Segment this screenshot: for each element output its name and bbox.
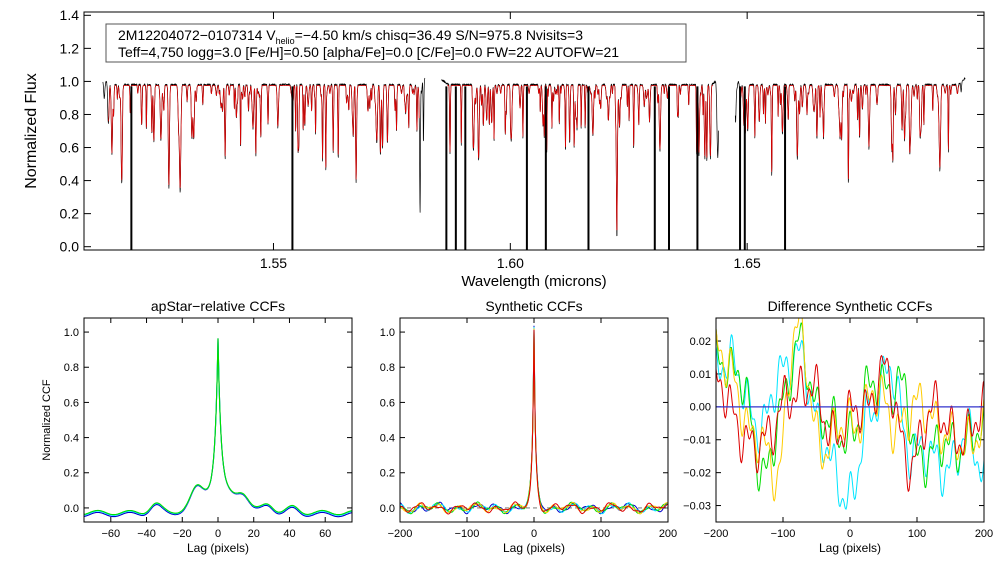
x-tick-label: 100 xyxy=(908,528,926,540)
y-tick-label: 0.0 xyxy=(64,503,79,515)
x-tick-label: 40 xyxy=(283,528,295,540)
panel-title: apStar−relative CCFs xyxy=(151,298,285,314)
y-axis-label: Normalized Flux xyxy=(23,73,40,189)
ccf-visit-2 xyxy=(84,338,352,516)
x-tick-label: −100 xyxy=(771,528,796,540)
difference-ccf-panel: −200 −100 0 100 200 −0.03 −0.02 −0.01 0.00 0.01 0.… xyxy=(683,298,993,555)
x-axis-label: Lag (pixels) xyxy=(187,541,249,555)
difference-ccf-red xyxy=(716,355,984,492)
x-tick-label: 0 xyxy=(847,528,853,540)
y-tick-label: 1.0 xyxy=(64,327,79,339)
x-tick-label: 60 xyxy=(319,528,331,540)
panel-title: Synthetic CCFs xyxy=(485,298,582,314)
ccf-visit-3 xyxy=(84,338,352,516)
y-tick-label: 0.02 xyxy=(690,336,711,348)
y-tick-label: 1.4 xyxy=(60,7,80,23)
y-tick-label: 0.01 xyxy=(690,369,711,381)
x-tick-label: 1.60 xyxy=(497,255,524,271)
y-tick-label: 0.8 xyxy=(380,362,395,374)
y-tick-label: 0.6 xyxy=(380,397,395,409)
x-tick-label: 200 xyxy=(975,528,993,540)
x-tick-label: −100 xyxy=(455,528,480,540)
x-tick-label: 100 xyxy=(592,528,610,540)
y-tick-label: 1.2 xyxy=(60,40,80,56)
difference-ccf-cyan xyxy=(716,334,984,510)
panel-title: Difference Synthetic CCFs xyxy=(768,298,933,314)
y-tick-label: 1.0 xyxy=(60,73,80,89)
difference-ccf-green xyxy=(716,322,984,492)
y-tick-label: −0.03 xyxy=(683,500,711,512)
observed-spectrum-segment-3 xyxy=(734,77,966,183)
x-tick-label: −200 xyxy=(388,528,413,540)
x-tick-label: 20 xyxy=(248,528,260,540)
synthetic-spectrum-segment-1 xyxy=(108,85,420,189)
x-tick-label: −200 xyxy=(704,528,729,540)
x-tick-label: −40 xyxy=(137,528,156,540)
y-tick-label: 0.00 xyxy=(690,402,711,414)
y-tick-label: 0.4 xyxy=(380,432,395,444)
y-tick-label: 1.0 xyxy=(380,327,395,339)
plot-frame xyxy=(83,11,985,251)
x-axis-label: Lag (pixels) xyxy=(819,541,881,555)
parameters-frame xyxy=(105,23,687,63)
x-axis-label: Wavelength (microns) xyxy=(461,273,606,290)
synthetic-ccf-visit-4 xyxy=(400,328,668,515)
x-tick-label: 1.55 xyxy=(260,255,287,271)
y-tick-label: −0.02 xyxy=(683,467,711,479)
y-tick-label: 0.2 xyxy=(60,206,80,222)
y-tick-label: 0.0 xyxy=(60,239,80,255)
y-tick-label: 0.8 xyxy=(60,106,80,122)
star-parameters-box: 2M12204072−0107314 Vhelio=−4.50 km/s chi… xyxy=(105,23,687,63)
x-tick-label: 0 xyxy=(215,528,221,540)
x-tick-label: 200 xyxy=(659,528,677,540)
x-axis-label: Lag (pixels) xyxy=(503,541,565,555)
y-tick-label: 0.6 xyxy=(60,139,80,155)
y-tick-label: 0.6 xyxy=(64,397,79,409)
plot-frame xyxy=(715,317,985,523)
plot-frame xyxy=(399,317,669,523)
y-tick-label: 0.2 xyxy=(64,468,79,480)
synthetic-spectrum-segment-3 xyxy=(740,85,960,180)
y-tick-label: 0.4 xyxy=(60,172,80,188)
y-tick-label: 0.4 xyxy=(64,432,79,444)
x-tick-label: 0 xyxy=(531,528,537,540)
synthetic-ccf-visit-5 xyxy=(400,329,668,515)
y-tick-label: 0.0 xyxy=(380,503,395,515)
y-tick-label: 0.8 xyxy=(64,362,79,374)
ccf-visit-1 xyxy=(84,338,352,518)
synthetic-spectrum-segment-2 xyxy=(447,85,714,231)
y-axis-label: Normalized CCF xyxy=(41,379,53,461)
x-tick-label: −60 xyxy=(101,528,120,540)
x-tick-label: 1.65 xyxy=(734,255,761,271)
y-tick-label: 0.2 xyxy=(380,468,395,480)
plot-frame xyxy=(83,317,353,523)
synthetic-ccf-panel: −200 −100 0 100 200 0.0 0.2 0.4 0.6 0.8 1.0 Synthet… xyxy=(380,298,677,555)
parameters-line-1: 2M12204072−0107314 Vhelio=−4.50 km/s chi… xyxy=(118,27,583,46)
x-tick-label: −20 xyxy=(173,528,192,540)
spectrum-panel: 1.55 1.60 1.65 0.0 0.2 0.4 0.6 0.8 1.0 1.2 1.4 Wave… xyxy=(23,7,985,290)
parameters-line-2: Teff=4,750 logg=3.0 [Fe/H]=0.50 [alpha/F… xyxy=(118,44,619,60)
y-tick-label: −0.01 xyxy=(683,435,711,447)
apstar-ccf-panel: −60 −40 −20 0 20 40 60 0.0 0.2 0.4 0.6 0.8 1.0 apStar… xyxy=(41,298,353,555)
